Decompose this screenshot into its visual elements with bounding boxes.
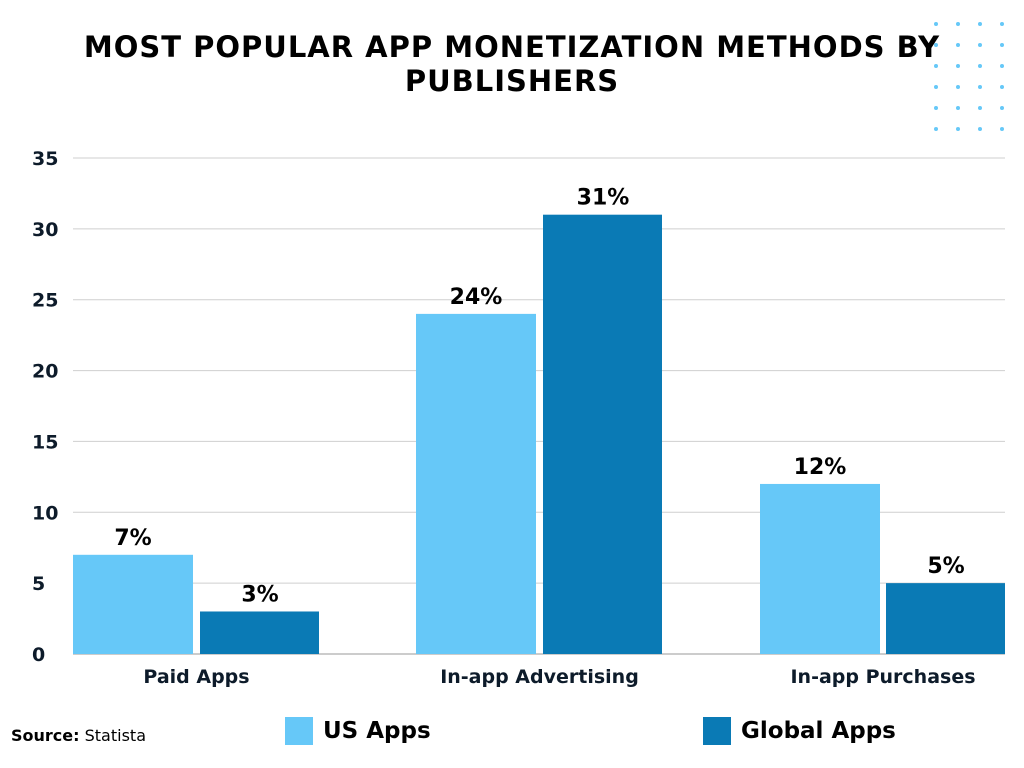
- decorative-dot: [956, 64, 960, 68]
- y-tick-label: 20: [32, 361, 58, 383]
- bar-global-apps: [886, 583, 1005, 654]
- decorative-dot: [934, 43, 938, 47]
- legend-item-global-apps: Global Apps: [703, 717, 896, 745]
- y-tick-label: 5: [32, 573, 45, 595]
- decorative-dot: [934, 64, 938, 68]
- y-tick-label: 30: [32, 219, 58, 241]
- data-label: 24%: [450, 285, 503, 310]
- y-tick-label: 25: [32, 290, 58, 312]
- legend-label: US Apps: [323, 718, 431, 744]
- decorative-dot: [934, 22, 938, 26]
- legend-label: Global Apps: [741, 718, 896, 744]
- decorative-dot: [956, 106, 960, 110]
- legend-swatch-global-apps: [703, 717, 731, 745]
- decorative-dot: [934, 127, 938, 131]
- decorative-dot: [978, 22, 982, 26]
- decorative-dot: [956, 127, 960, 131]
- decorative-dot: [1000, 106, 1004, 110]
- y-tick-label: 35: [32, 148, 58, 170]
- decorative-dot: [978, 85, 982, 89]
- chart-title: MOST POPULAR APP MONETIZATION METHODS BY…: [83, 30, 941, 98]
- decorative-dot: [978, 106, 982, 110]
- decorative-dot: [934, 85, 938, 89]
- x-tick-label: In-app Advertising: [440, 666, 639, 688]
- data-label: 3%: [241, 582, 278, 607]
- bar-us-apps: [416, 313, 536, 654]
- data-label: 12%: [794, 455, 847, 480]
- decorative-dot: [956, 85, 960, 89]
- bar-us-apps: [760, 483, 880, 654]
- decorative-dot: [1000, 22, 1004, 26]
- decorative-dot: [1000, 85, 1004, 89]
- legend-item-us-apps: US Apps: [285, 717, 431, 745]
- legend-swatch-us-apps: [285, 717, 313, 745]
- y-tick-label: 0: [32, 644, 45, 666]
- y-tick-label: 10: [32, 502, 58, 524]
- source-label: Source:: [11, 726, 80, 745]
- decorative-dot: [978, 127, 982, 131]
- data-label: 31%: [577, 186, 630, 211]
- bar-global-apps: [200, 611, 319, 654]
- decorative-dot: [934, 106, 938, 110]
- y-tick-label: 15: [32, 431, 58, 453]
- data-label: 7%: [114, 526, 151, 551]
- decorative-dot: [978, 64, 982, 68]
- decorative-dot: [956, 22, 960, 26]
- decorative-dot: [1000, 127, 1004, 131]
- decorative-dot: [1000, 43, 1004, 47]
- decorative-dot: [1000, 64, 1004, 68]
- source-note: Source: Statista: [11, 726, 146, 745]
- data-label: 5%: [927, 554, 964, 579]
- bar-us-apps: [73, 554, 193, 654]
- decorative-dot: [956, 43, 960, 47]
- bar-global-apps: [543, 214, 662, 654]
- x-tick-label: Paid Apps: [143, 666, 249, 688]
- source-value: Statista: [84, 726, 146, 745]
- decorative-dot: [978, 43, 982, 47]
- x-tick-label: In-app Purchases: [790, 666, 975, 688]
